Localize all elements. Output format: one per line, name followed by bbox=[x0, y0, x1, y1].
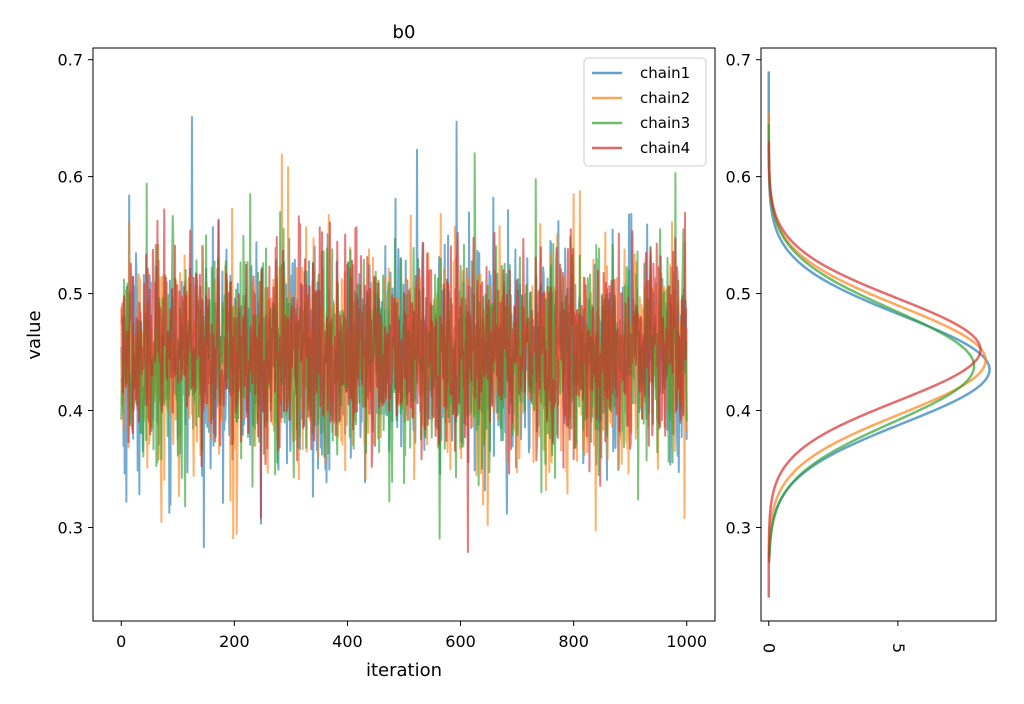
trace-x-tick-label: 600 bbox=[445, 632, 476, 651]
legend-label-chain3: chain3 bbox=[640, 114, 690, 132]
trace-x-ticks: 0 200 400 600 800 1000 bbox=[116, 621, 707, 651]
trace-x-tick-label: 0 bbox=[116, 632, 126, 651]
density-y-tick-label: 0.7 bbox=[726, 51, 751, 70]
trace-y-tick-label: 0.3 bbox=[58, 518, 83, 537]
trace-x-tick-label: 800 bbox=[558, 632, 589, 651]
legend-box bbox=[583, 57, 707, 167]
legend-label-chain1: chain1 bbox=[640, 64, 690, 82]
trace-x-tick-label: 200 bbox=[219, 632, 250, 651]
legend-label-chain2: chain2 bbox=[640, 89, 690, 107]
trace-lines bbox=[120, 115, 688, 554]
trace-y-axis-label: value bbox=[24, 310, 45, 359]
trace-x-axis-label: iteration bbox=[366, 660, 442, 681]
density-y-tick-label: 0.3 bbox=[726, 518, 751, 537]
density-plot-background bbox=[761, 48, 996, 621]
trace-y-tick-label: 0.5 bbox=[58, 285, 83, 304]
density-lines bbox=[767, 71, 991, 598]
trace-plot: 0 200 400 600 800 1000 0.3 0.4 0.5 0.6 0.7 b0 ite… bbox=[24, 22, 716, 681]
density-y-tick-label: 0.4 bbox=[726, 402, 751, 421]
trace-x-tick-label: 400 bbox=[332, 632, 363, 651]
trace-title: b0 bbox=[393, 22, 416, 43]
trace-y-tick-label: 0.7 bbox=[58, 51, 83, 70]
trace-plot-frame bbox=[92, 47, 716, 622]
trace-x-tick-label: 1000 bbox=[666, 632, 707, 651]
trace-y-ticks: 0.3 0.4 0.5 0.6 0.7 bbox=[58, 51, 93, 537]
trace-y-tick-label: 0.4 bbox=[58, 402, 83, 421]
density-plot-frame bbox=[760, 47, 997, 622]
density-x-tick-label: 0 bbox=[760, 643, 779, 653]
density-y-ticks: 0.3 0.4 0.5 0.6 0.7 bbox=[726, 51, 761, 537]
legend-label-chain4: chain4 bbox=[640, 139, 690, 157]
density-y-tick-label: 0.5 bbox=[726, 285, 751, 304]
density-x-tick-label: 5 bbox=[889, 643, 908, 653]
density-line-chain4 bbox=[767, 141, 982, 598]
density-y-tick-label: 0.6 bbox=[726, 168, 751, 187]
trace-y-tick-label: 0.6 bbox=[58, 168, 83, 187]
legend: chain1 chain2 chain3 chain4 bbox=[583, 57, 707, 167]
trace-line-chain4 bbox=[120, 208, 688, 554]
